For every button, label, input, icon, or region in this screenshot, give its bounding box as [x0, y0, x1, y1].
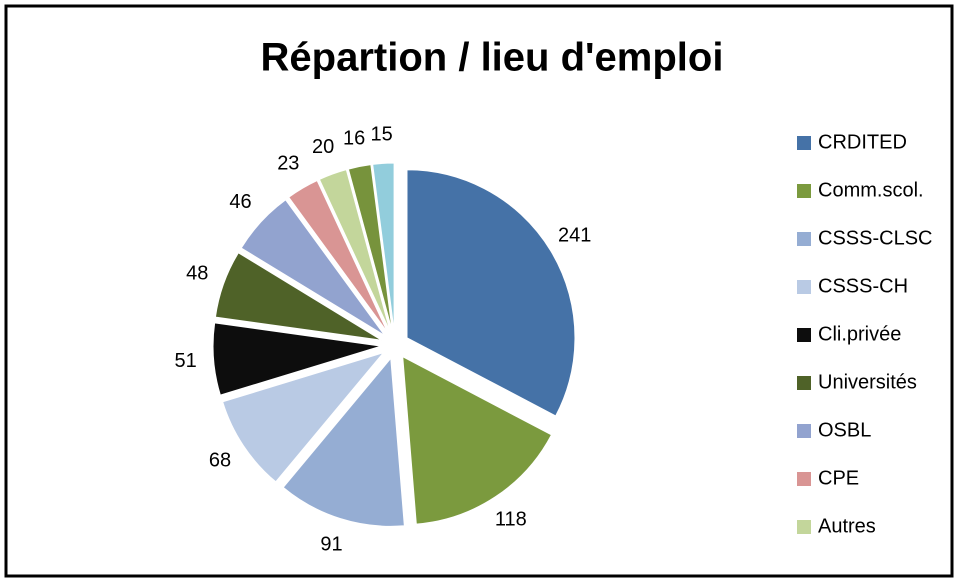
data-label: 23	[277, 152, 299, 174]
legend-swatch	[797, 280, 811, 294]
pie-slice	[347, 164, 393, 332]
pie-slice	[282, 357, 405, 527]
legend-label: Universités	[818, 371, 917, 393]
legend-label: OSBL	[818, 419, 871, 441]
pie-slice	[406, 169, 576, 417]
legend-swatch	[797, 232, 811, 246]
legend-label: Autres	[818, 515, 876, 537]
data-label: 91	[320, 533, 342, 555]
data-label: 48	[186, 263, 208, 285]
legend-swatch	[797, 520, 811, 534]
legend-label: Cli.privée	[818, 323, 901, 345]
legend-swatch	[797, 328, 811, 342]
pie-slice	[222, 351, 385, 483]
pie-slice	[212, 322, 382, 396]
pie-slice	[240, 199, 386, 336]
data-label: 241	[558, 225, 591, 247]
data-label: 68	[209, 449, 231, 471]
legend-label: CSSS-CH	[818, 275, 908, 297]
legend-swatch	[797, 136, 811, 150]
legend-label: CRDITED	[818, 131, 907, 153]
pie-slice	[402, 355, 553, 525]
data-label: 16	[343, 127, 365, 149]
data-label: 20	[312, 136, 334, 158]
legend-label: CSSS-CLSC	[818, 227, 932, 249]
legend-swatch	[797, 184, 811, 198]
legend-swatch	[797, 376, 811, 390]
pie-slice	[372, 162, 395, 332]
pie-slice	[318, 169, 391, 333]
chart-title: Répartion / lieu d'emploi	[261, 36, 724, 80]
data-label: 15	[370, 124, 392, 146]
legend-label: Comm.scol.	[818, 179, 924, 201]
legend-swatch	[797, 472, 811, 486]
legend-label: CPE	[818, 467, 859, 489]
pie-slice	[288, 179, 389, 334]
data-label: 51	[175, 350, 197, 372]
data-label: 118	[495, 508, 527, 530]
pie-slice	[214, 252, 383, 341]
data-label: 46	[229, 191, 251, 213]
legend-swatch	[797, 424, 811, 438]
